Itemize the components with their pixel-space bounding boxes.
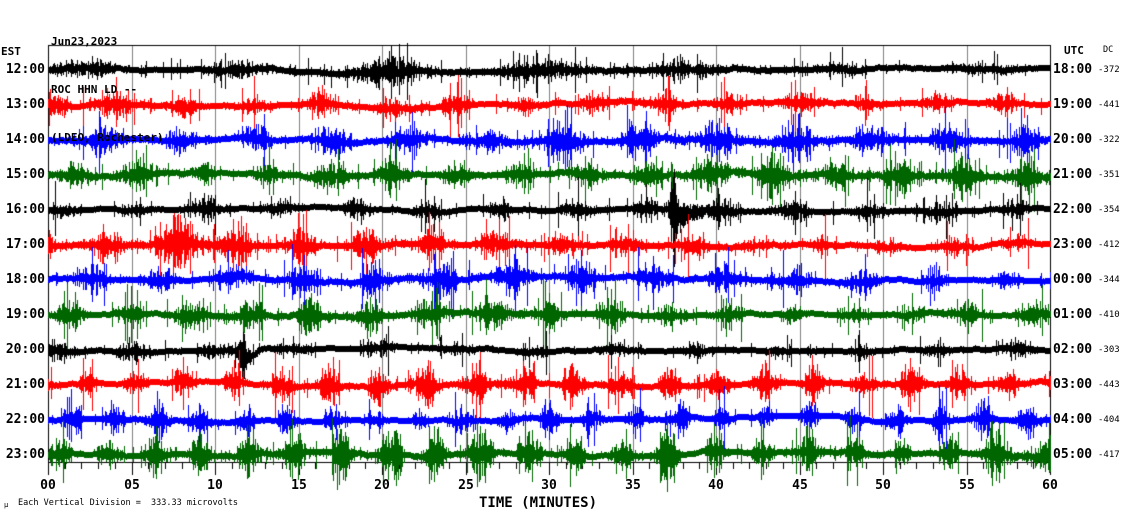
- est-time-label: 19:00: [5, 307, 45, 322]
- dc-value: -322: [1098, 135, 1120, 145]
- est-time-label: 15:00: [5, 167, 45, 182]
- dc-value: -372: [1098, 65, 1120, 75]
- est-time-label: 12:00: [5, 62, 45, 77]
- dc-value: -404: [1098, 415, 1120, 425]
- est-time-label: 20:00: [5, 342, 45, 357]
- utc-time-label: 01:00: [1053, 307, 1093, 322]
- dc-value: -354: [1098, 205, 1120, 215]
- est-time-label: 17:00: [5, 237, 45, 252]
- x-tick-label: 15: [291, 478, 307, 493]
- utc-time-label: 19:00: [1053, 97, 1093, 112]
- utc-time-label: 02:00: [1053, 342, 1093, 357]
- utc-time-label: 05:00: [1053, 447, 1093, 462]
- est-time-label: 16:00: [5, 202, 45, 217]
- dc-column-header: DC: [1103, 45, 1114, 55]
- utc-time-label: 18:00: [1053, 62, 1093, 77]
- dc-value: -441: [1098, 100, 1120, 110]
- est-time-label: 21:00: [5, 377, 45, 392]
- est-time-label: 14:00: [5, 132, 45, 147]
- x-axis-title: TIME (MINUTES): [479, 495, 598, 511]
- right-timezone-label: UTC: [1064, 44, 1084, 57]
- x-tick-label: 10: [207, 478, 223, 493]
- header-station: ROC HHN LD --: [51, 83, 138, 96]
- dc-value: -303: [1098, 345, 1120, 355]
- header-date: Jun23,2023: [51, 35, 118, 48]
- x-tick-label: 35: [625, 478, 641, 493]
- utc-time-label: 03:00: [1053, 377, 1093, 392]
- utc-time-label: 22:00: [1053, 202, 1093, 217]
- est-time-label: 13:00: [5, 97, 45, 112]
- x-tick-label: 45: [792, 478, 808, 493]
- microvolt-glyph: μ: [4, 501, 9, 509]
- est-time-label: 22:00: [5, 412, 45, 427]
- x-tick-label: 20: [374, 478, 390, 493]
- est-time-label: 18:00: [5, 272, 45, 287]
- header-network: (LDEO, Rochester): [51, 131, 164, 144]
- dc-value: -412: [1098, 240, 1120, 250]
- x-tick-label: 40: [708, 478, 724, 493]
- x-tick-label: 25: [458, 478, 474, 493]
- utc-time-label: 20:00: [1053, 132, 1093, 147]
- header-block: Jun23,2023 ROC HHN LD -- (LDEO, Rocheste…: [51, 2, 164, 178]
- dc-value: -351: [1098, 170, 1120, 180]
- vertical-scale-note: Each Vertical Division = 333.33 microvol…: [18, 498, 239, 508]
- utc-time-label: 04:00: [1053, 412, 1093, 427]
- x-tick-label: 00: [40, 478, 56, 493]
- dc-value: -344: [1098, 275, 1120, 285]
- dc-value: -410: [1098, 310, 1120, 320]
- utc-time-label: 23:00: [1053, 237, 1093, 252]
- utc-time-label: 00:00: [1053, 272, 1093, 287]
- x-tick-label: 05: [124, 478, 140, 493]
- left-timezone-label: EST: [1, 45, 21, 58]
- est-time-label: 23:00: [5, 447, 45, 462]
- x-tick-label: 60: [1042, 478, 1058, 493]
- x-tick-label: 50: [875, 478, 891, 493]
- dc-value: -443: [1098, 380, 1120, 390]
- dc-value: -417: [1098, 450, 1120, 460]
- x-tick-label: 30: [541, 478, 557, 493]
- utc-time-label: 21:00: [1053, 167, 1093, 182]
- x-tick-label: 55: [959, 478, 975, 493]
